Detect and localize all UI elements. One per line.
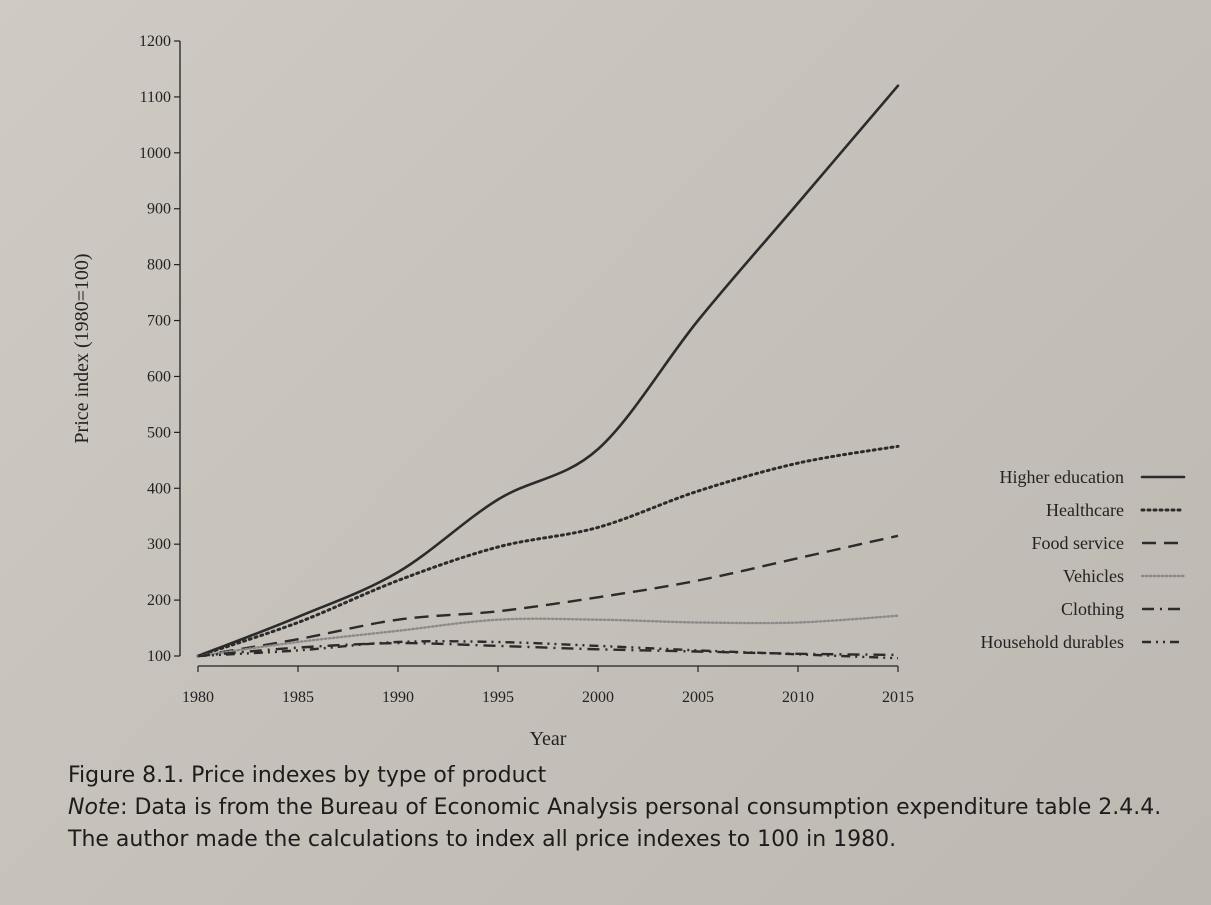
y-axis-title: Price index (1980=100): [71, 253, 93, 443]
y-tick-label: 100: [147, 648, 171, 665]
series-line-household-durables: [197, 640, 899, 660]
x-tick-label: 2005: [682, 689, 714, 706]
x-axis-title: Year: [530, 728, 567, 750]
legend: Higher education Healthcare Food service Ve…: [981, 467, 1186, 652]
x-tick-label: 1995: [482, 689, 514, 706]
series-line-food-service: [197, 534, 899, 658]
figure-note: Note: Data is from the Bureau of Economi…: [68, 792, 1188, 856]
series-line-vehicles: [196, 614, 900, 658]
y-tick-label: 300: [147, 536, 171, 553]
legend-label-clothing: Clothing: [1061, 599, 1124, 619]
y-tick-label: 400: [147, 480, 171, 497]
series-line-healthcare: [196, 444, 900, 658]
x-tick-label: 2000: [582, 689, 614, 706]
y-tick-label: 700: [147, 313, 171, 330]
x-tick-label: 2015: [882, 689, 914, 706]
x-tick-label: 1990: [382, 689, 414, 706]
figure-caption: Figure 8.1. Price indexes by type of pro…: [68, 760, 1188, 856]
x-tick-label: 2010: [782, 689, 814, 706]
axes: 100 200 300 400 500 600 700 800 900 1000 1100 1200 1…: [71, 33, 914, 750]
legend-label-healthcare: Healthcare: [1046, 500, 1124, 520]
y-tick-label: 900: [147, 201, 171, 218]
x-tick-label: 1985: [282, 689, 314, 706]
y-tick-label: 800: [147, 257, 171, 274]
y-tick-label: 1100: [140, 89, 171, 106]
y-tick-label: 1000: [139, 145, 171, 162]
series-line-higher-education: [196, 84, 900, 658]
y-tick-label: 500: [147, 424, 171, 441]
y-tick-label: 1200: [139, 33, 171, 50]
y-tick-label: 600: [147, 368, 171, 385]
x-tick-label: 1980: [182, 689, 214, 706]
note-label: Note: [68, 795, 121, 820]
note-text: : Data is from the Bureau of Economic An…: [68, 795, 1162, 852]
legend-label-vehicles: Vehicles: [1063, 566, 1124, 586]
y-tick-label: 200: [147, 592, 171, 609]
legend-label-food-service: Food service: [1032, 533, 1124, 553]
legend-label-higher-education: Higher education: [1000, 467, 1124, 487]
figure-title: Figure 8.1. Price indexes by type of pro…: [68, 763, 547, 788]
price-index-chart: 100 200 300 400 500 600 700 800 900 1000 1100 1200 1…: [71, 33, 1186, 750]
series-lines: [196, 84, 900, 660]
legend-label-household-durables: Household durables: [981, 632, 1124, 652]
